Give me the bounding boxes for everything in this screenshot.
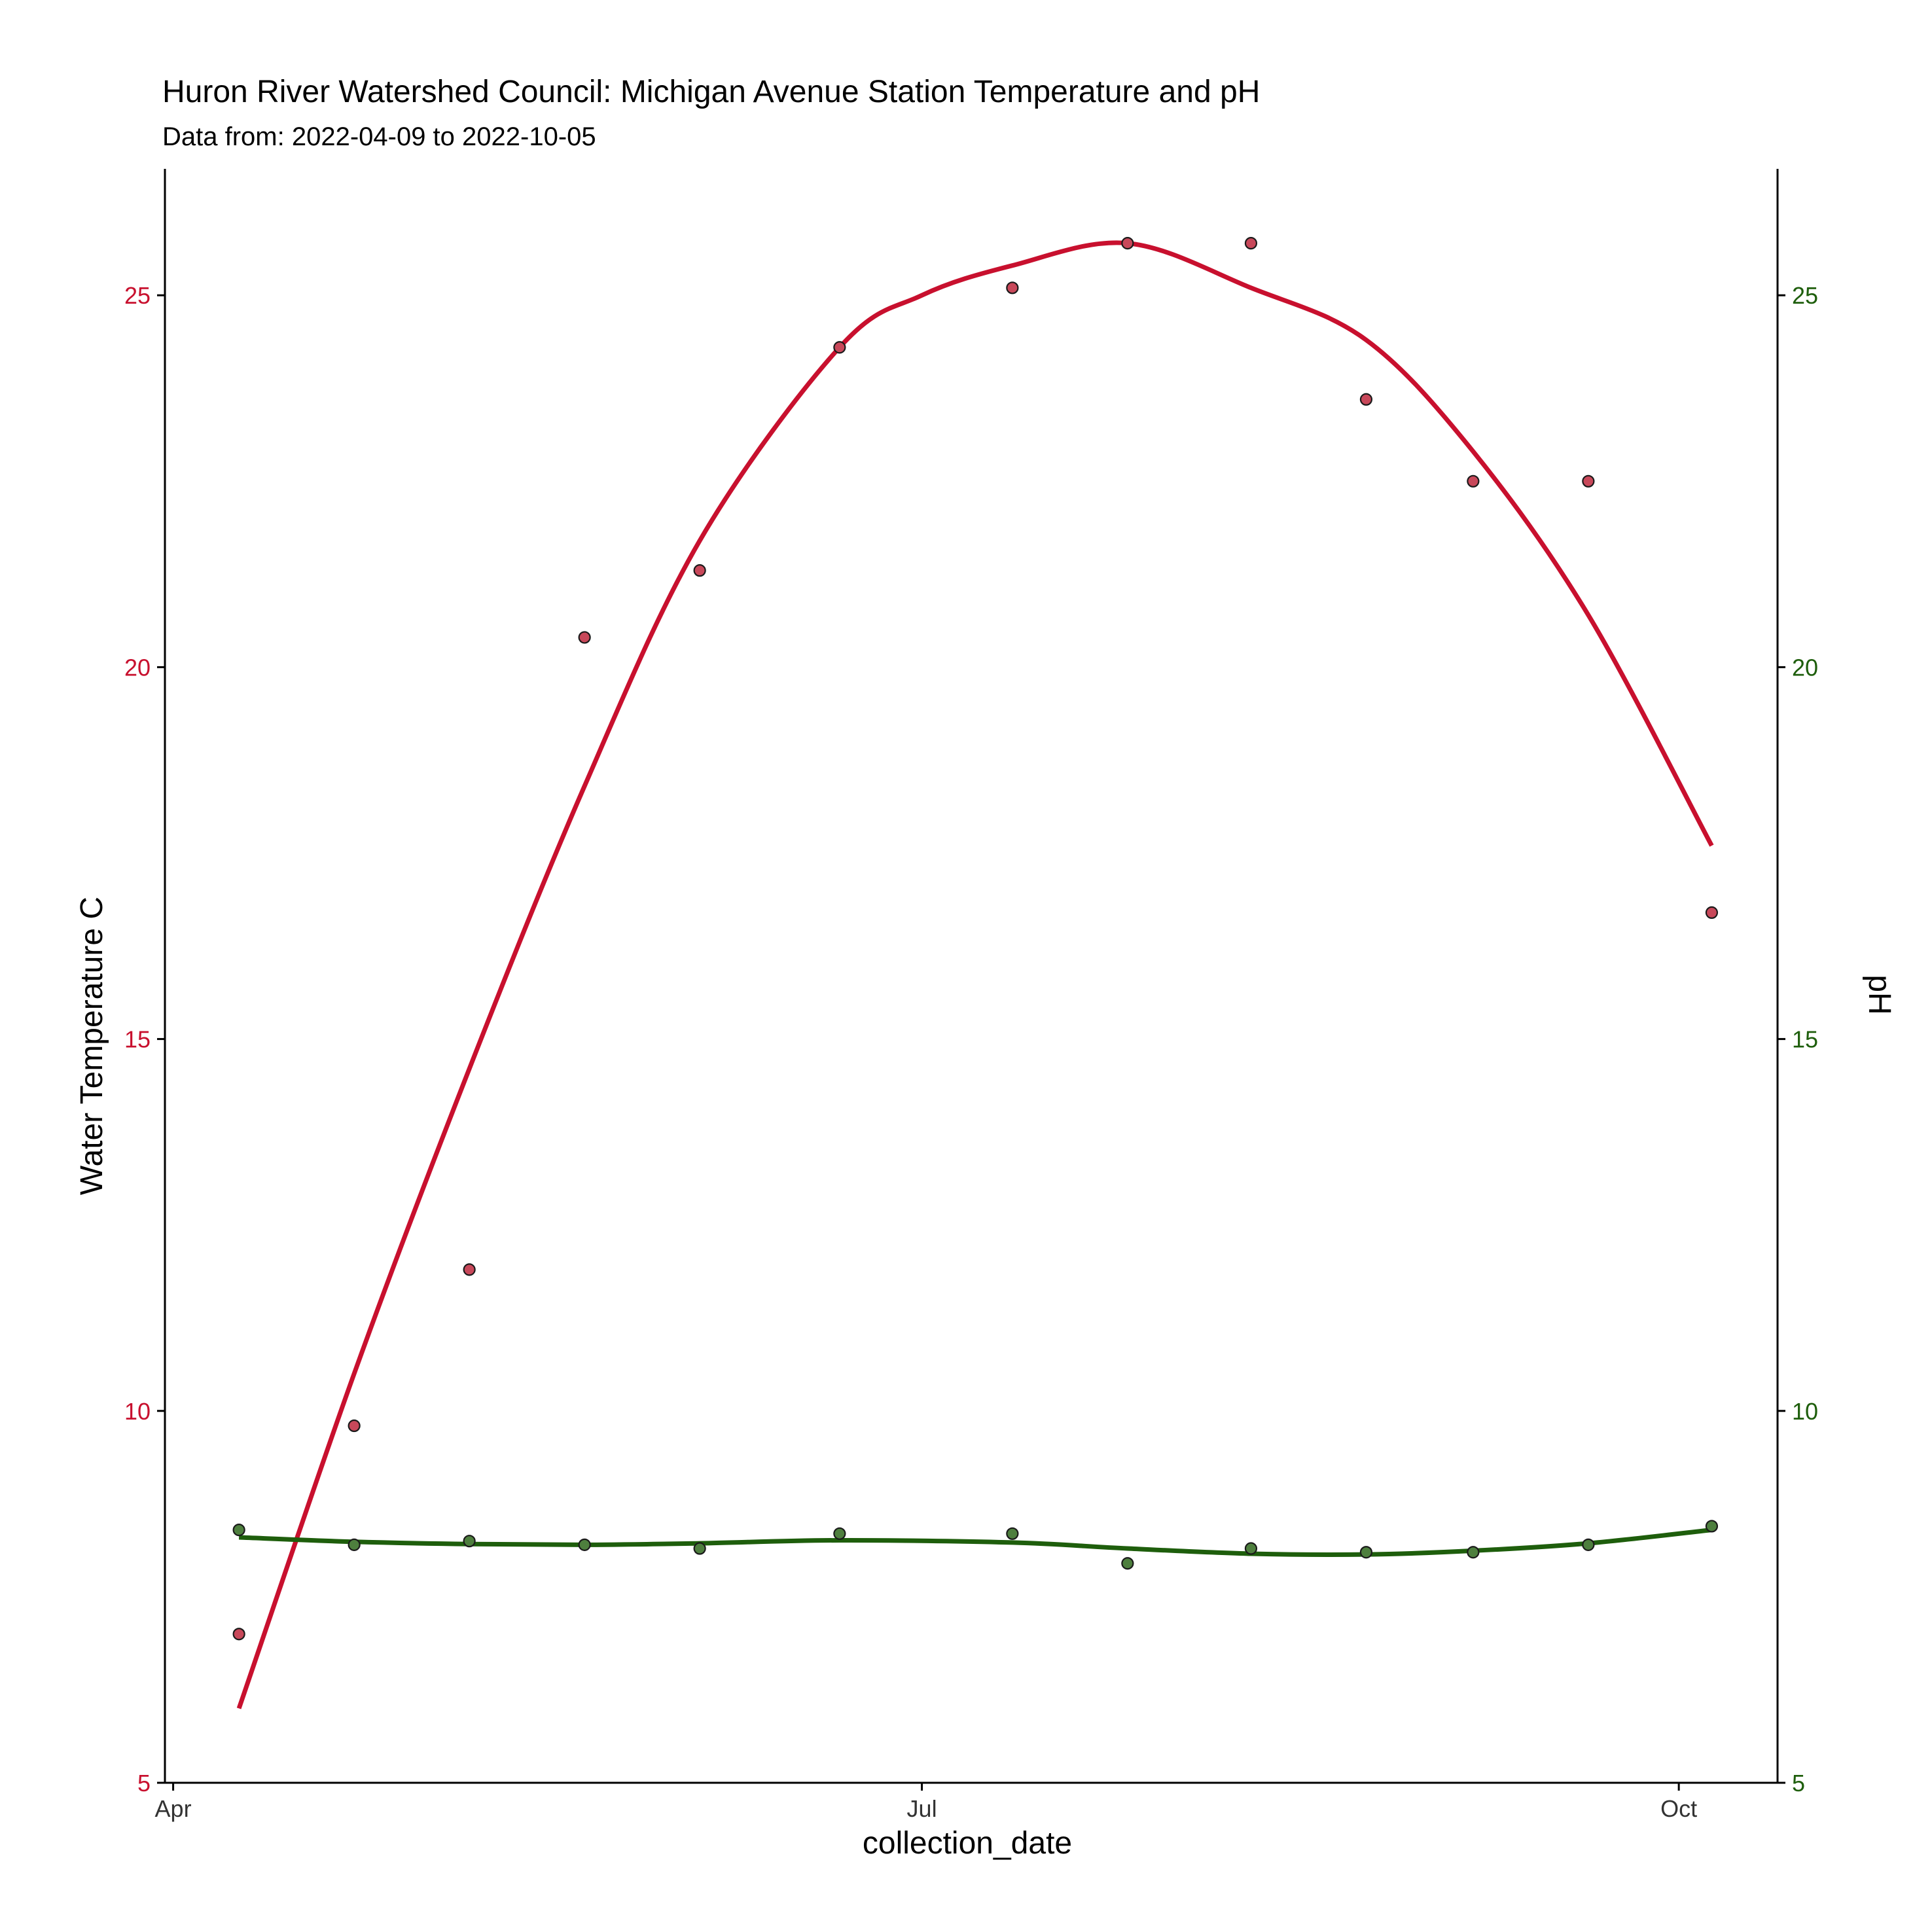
ph-point — [833, 1527, 846, 1540]
x-axis-title: collection_date — [863, 1826, 1072, 1861]
y-tick-left-label: 5 — [137, 1770, 151, 1797]
ph-smooth-line — [238, 1528, 1712, 1558]
y-tick-right-label: 10 — [1792, 1398, 1818, 1425]
temperature-point — [693, 564, 706, 577]
ph-point — [1121, 1557, 1134, 1570]
temperature-point — [463, 1263, 476, 1276]
y-tick-right-label: 25 — [1792, 282, 1818, 309]
y-tick-left-label: 15 — [124, 1026, 151, 1053]
temperature-point — [833, 341, 846, 354]
temperature-point — [1582, 474, 1595, 488]
y-axis-title-right: pH — [1862, 975, 1897, 1014]
chart-subtitle: Data from: 2022-04-09 to 2022-10-05 — [162, 122, 596, 151]
ph-point — [578, 1538, 591, 1551]
temperature-point — [1467, 474, 1480, 488]
y-tick-left-label: 20 — [124, 654, 151, 681]
x-tick-label: Apr — [155, 1795, 192, 1822]
temperature-point — [1006, 281, 1019, 295]
axes: 5 5 10 10 15 15 20 20 25 25 Apr Jul Oct — [124, 169, 1818, 1822]
x-tick-label: Jul — [907, 1795, 937, 1822]
temperature-point — [1244, 237, 1258, 250]
ph-point — [1467, 1546, 1480, 1559]
ph-point — [693, 1542, 706, 1555]
y-axis-title-left: Water Temperature C — [75, 897, 109, 1195]
temperature-point — [348, 1419, 361, 1433]
y-tick-right-label: 15 — [1792, 1026, 1818, 1053]
chart-title: Huron River Watershed Council: Michigan … — [162, 75, 1260, 109]
y-tick-left-label: 25 — [124, 282, 151, 309]
y-tick-left-label: 10 — [124, 1398, 151, 1425]
x-tick-label: Oct — [1660, 1795, 1697, 1822]
ph-point — [1705, 1520, 1719, 1533]
ph-point — [348, 1538, 361, 1551]
ph-point — [1006, 1527, 1019, 1540]
series-layer — [232, 237, 1719, 1709]
temperature-smooth-line — [236, 240, 1714, 1709]
temperature-point — [1121, 237, 1134, 250]
temperature-point — [232, 1628, 245, 1641]
y-tick-right-label: 5 — [1792, 1770, 1805, 1797]
temperature-point — [578, 631, 591, 644]
ph-point — [463, 1535, 476, 1548]
temperature-point — [1705, 906, 1719, 920]
y-tick-right-label: 20 — [1792, 654, 1818, 681]
ph-point — [1359, 1546, 1373, 1559]
temperature-point — [1359, 393, 1373, 406]
ph-point — [1582, 1538, 1595, 1551]
ph-point — [232, 1524, 245, 1537]
ph-point — [1244, 1542, 1258, 1555]
